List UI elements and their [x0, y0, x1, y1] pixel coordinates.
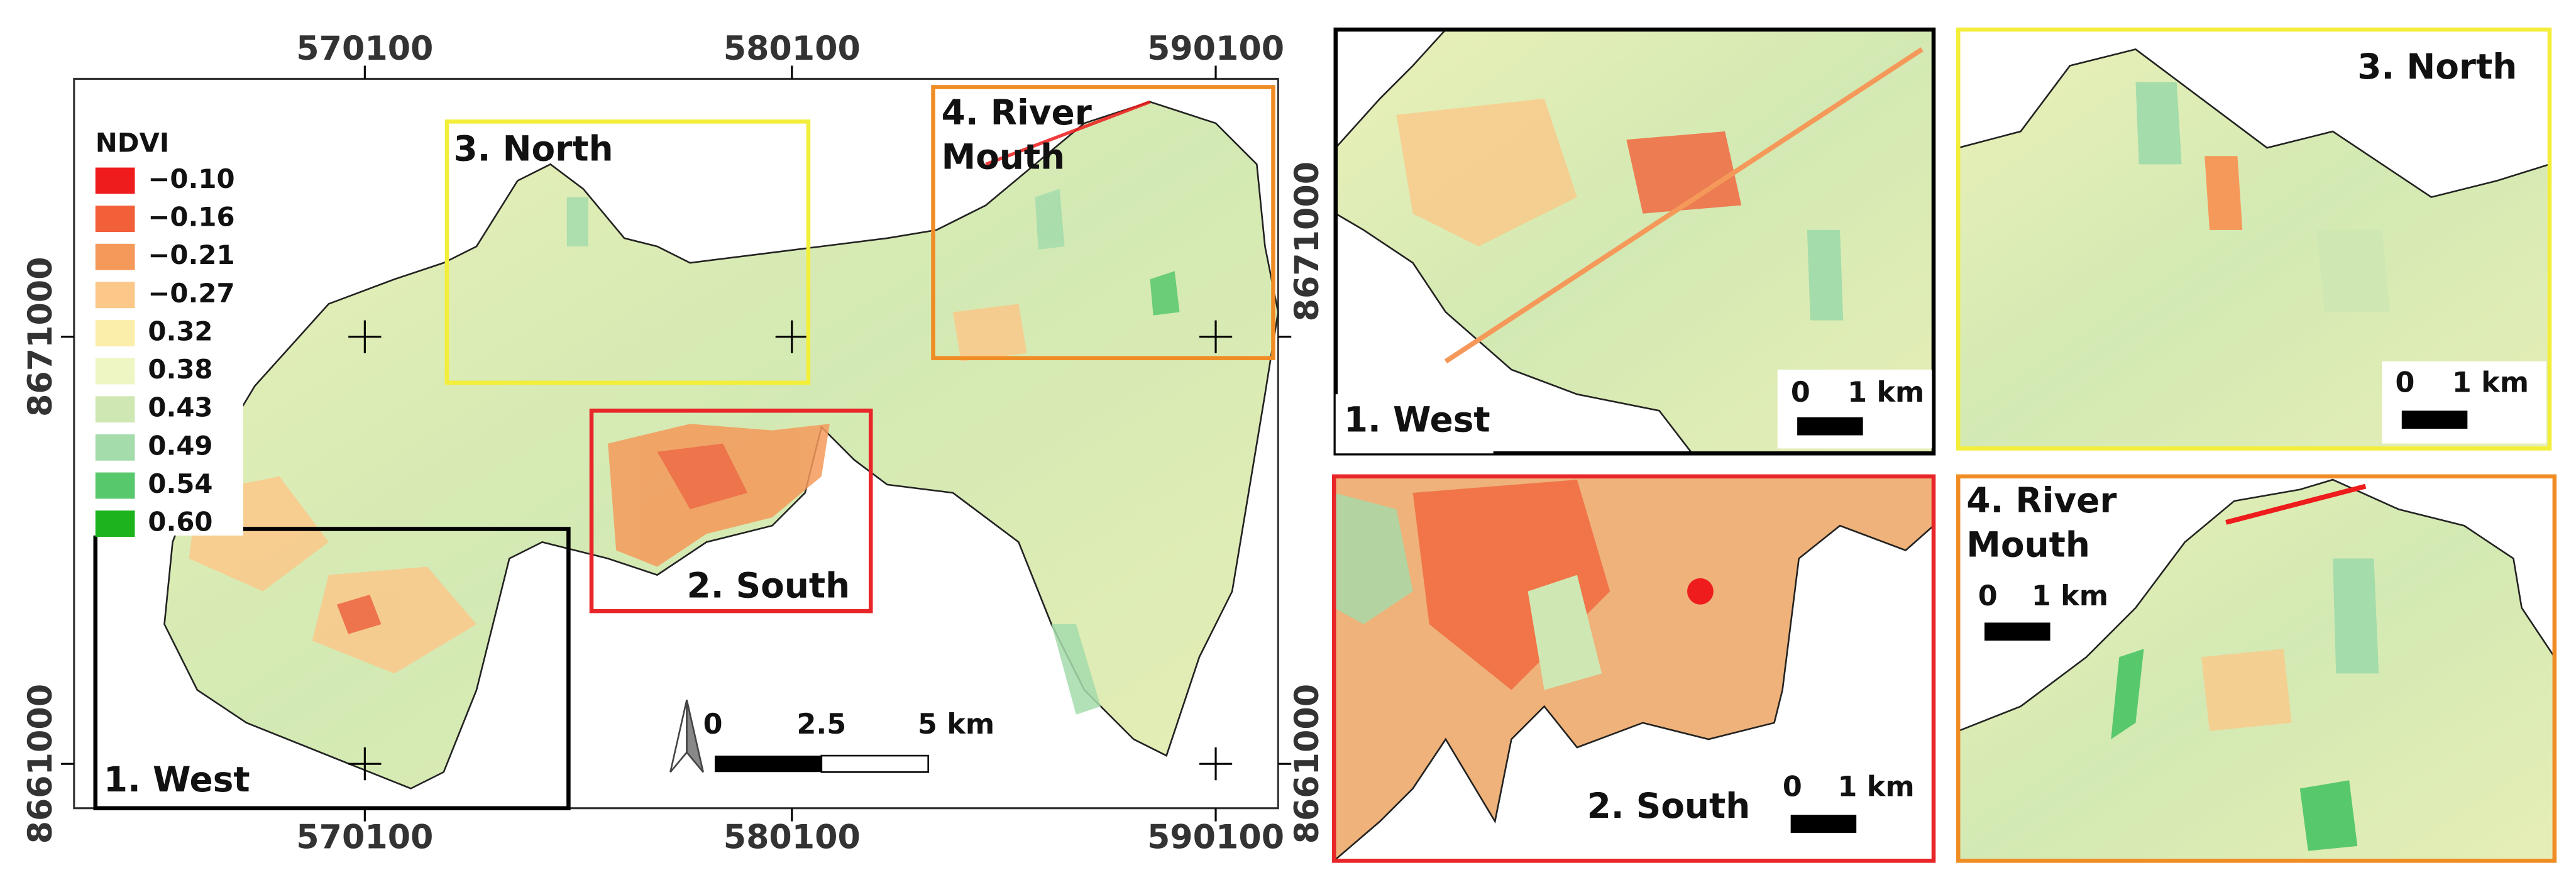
- legend-swatch: [95, 434, 135, 461]
- scale-bg: [2382, 361, 2546, 444]
- x-coord-label: 580100: [724, 30, 861, 68]
- region-label: 4. River: [942, 92, 1092, 133]
- legend-label: 0.49: [148, 430, 212, 461]
- x-coord-label: 590100: [1147, 818, 1284, 856]
- inset-frame: [1956, 474, 2557, 863]
- legend-swatch: [95, 472, 135, 499]
- x-coord-label: 570100: [296, 30, 433, 68]
- scale-label: 1 km: [1847, 377, 1924, 409]
- legend-label: −0.21: [148, 240, 234, 270]
- north-arrow: [669, 699, 704, 773]
- scale-label: 1 km: [2032, 580, 2108, 612]
- legend-title: NDVI: [96, 127, 170, 158]
- legend-swatch: [95, 358, 135, 385]
- region-box: [444, 119, 811, 385]
- scale-label: 0: [2396, 367, 2415, 399]
- legend-label: 0.60: [148, 507, 212, 537]
- scale-bar: [1797, 417, 1863, 436]
- legend-swatch: [95, 510, 135, 537]
- inset-frame: [1956, 27, 2552, 451]
- legend-swatch: [95, 320, 135, 346]
- scale-label: 0: [1783, 771, 1802, 803]
- legend-swatch: [95, 282, 135, 309]
- inset-frame: [1333, 27, 1936, 456]
- region-label: 2. South: [687, 566, 850, 606]
- scale-bar: [820, 754, 930, 773]
- y-coord-label: 8671000: [21, 256, 60, 416]
- scale-label: 0: [703, 708, 723, 741]
- inset-label: Mouth: [1966, 524, 2090, 564]
- legend-label: −0.10: [148, 163, 234, 194]
- inset-frame: [1331, 474, 1936, 863]
- y-coord-label: 8661000: [1288, 684, 1326, 844]
- legend-swatch: [95, 167, 135, 194]
- region-label: 3. North: [453, 129, 613, 169]
- y-coord-label: 8661000: [21, 684, 60, 844]
- x-coord-label: 580100: [724, 818, 861, 856]
- legend-label: 0.32: [148, 316, 212, 346]
- legend-label: 0.38: [148, 354, 212, 385]
- scale-bar: [714, 756, 822, 773]
- x-coord-label: 570100: [296, 818, 433, 856]
- legend-swatch: [95, 243, 135, 270]
- inset-map: [1334, 476, 1934, 861]
- scale-bar: [1984, 622, 2050, 641]
- region-box: [931, 85, 1275, 360]
- scale-label: 0: [1978, 580, 1998, 612]
- legend-label: −0.27: [148, 278, 234, 309]
- scale-label: 0: [1791, 377, 1810, 409]
- legend-swatch: [95, 206, 135, 232]
- grid-crosses: [60, 65, 1292, 822]
- legend-label: 0.43: [148, 392, 212, 423]
- legend-swatch: [95, 396, 135, 423]
- scale-label: 5 km: [918, 708, 994, 741]
- region-box: [93, 527, 571, 810]
- scale-label: 2.5: [796, 708, 846, 741]
- scale-bar: [2401, 410, 2468, 429]
- region-label: Mouth: [942, 137, 1065, 177]
- inset-label: 2. South: [1587, 786, 1751, 826]
- inset-label: 1. West: [1344, 400, 1490, 440]
- scale-label: 1 km: [1837, 771, 1914, 803]
- region-label: 1. West: [104, 759, 250, 800]
- scale-bar: [1790, 815, 1857, 833]
- legend-label: −0.16: [148, 202, 234, 233]
- inset-map: [1958, 478, 2555, 861]
- inset-label: 3. North: [2357, 47, 2517, 87]
- inset-map: [1958, 48, 2550, 449]
- legend-label: 0.54: [148, 468, 212, 499]
- legend: −0.10 −0.16 −0.21 −0.27 0.32 0.38 0.43 0.49 0.54…: [95, 163, 235, 537]
- y-coord-label: 8671000: [1288, 162, 1326, 322]
- inset-label: 4. River: [1966, 480, 2116, 520]
- region-box: [589, 409, 873, 614]
- scale-label: 1 km: [2452, 367, 2529, 399]
- x-coord-label: 590100: [1147, 30, 1284, 68]
- label-bg: [1335, 394, 1494, 454]
- inset-map: [1335, 30, 1934, 454]
